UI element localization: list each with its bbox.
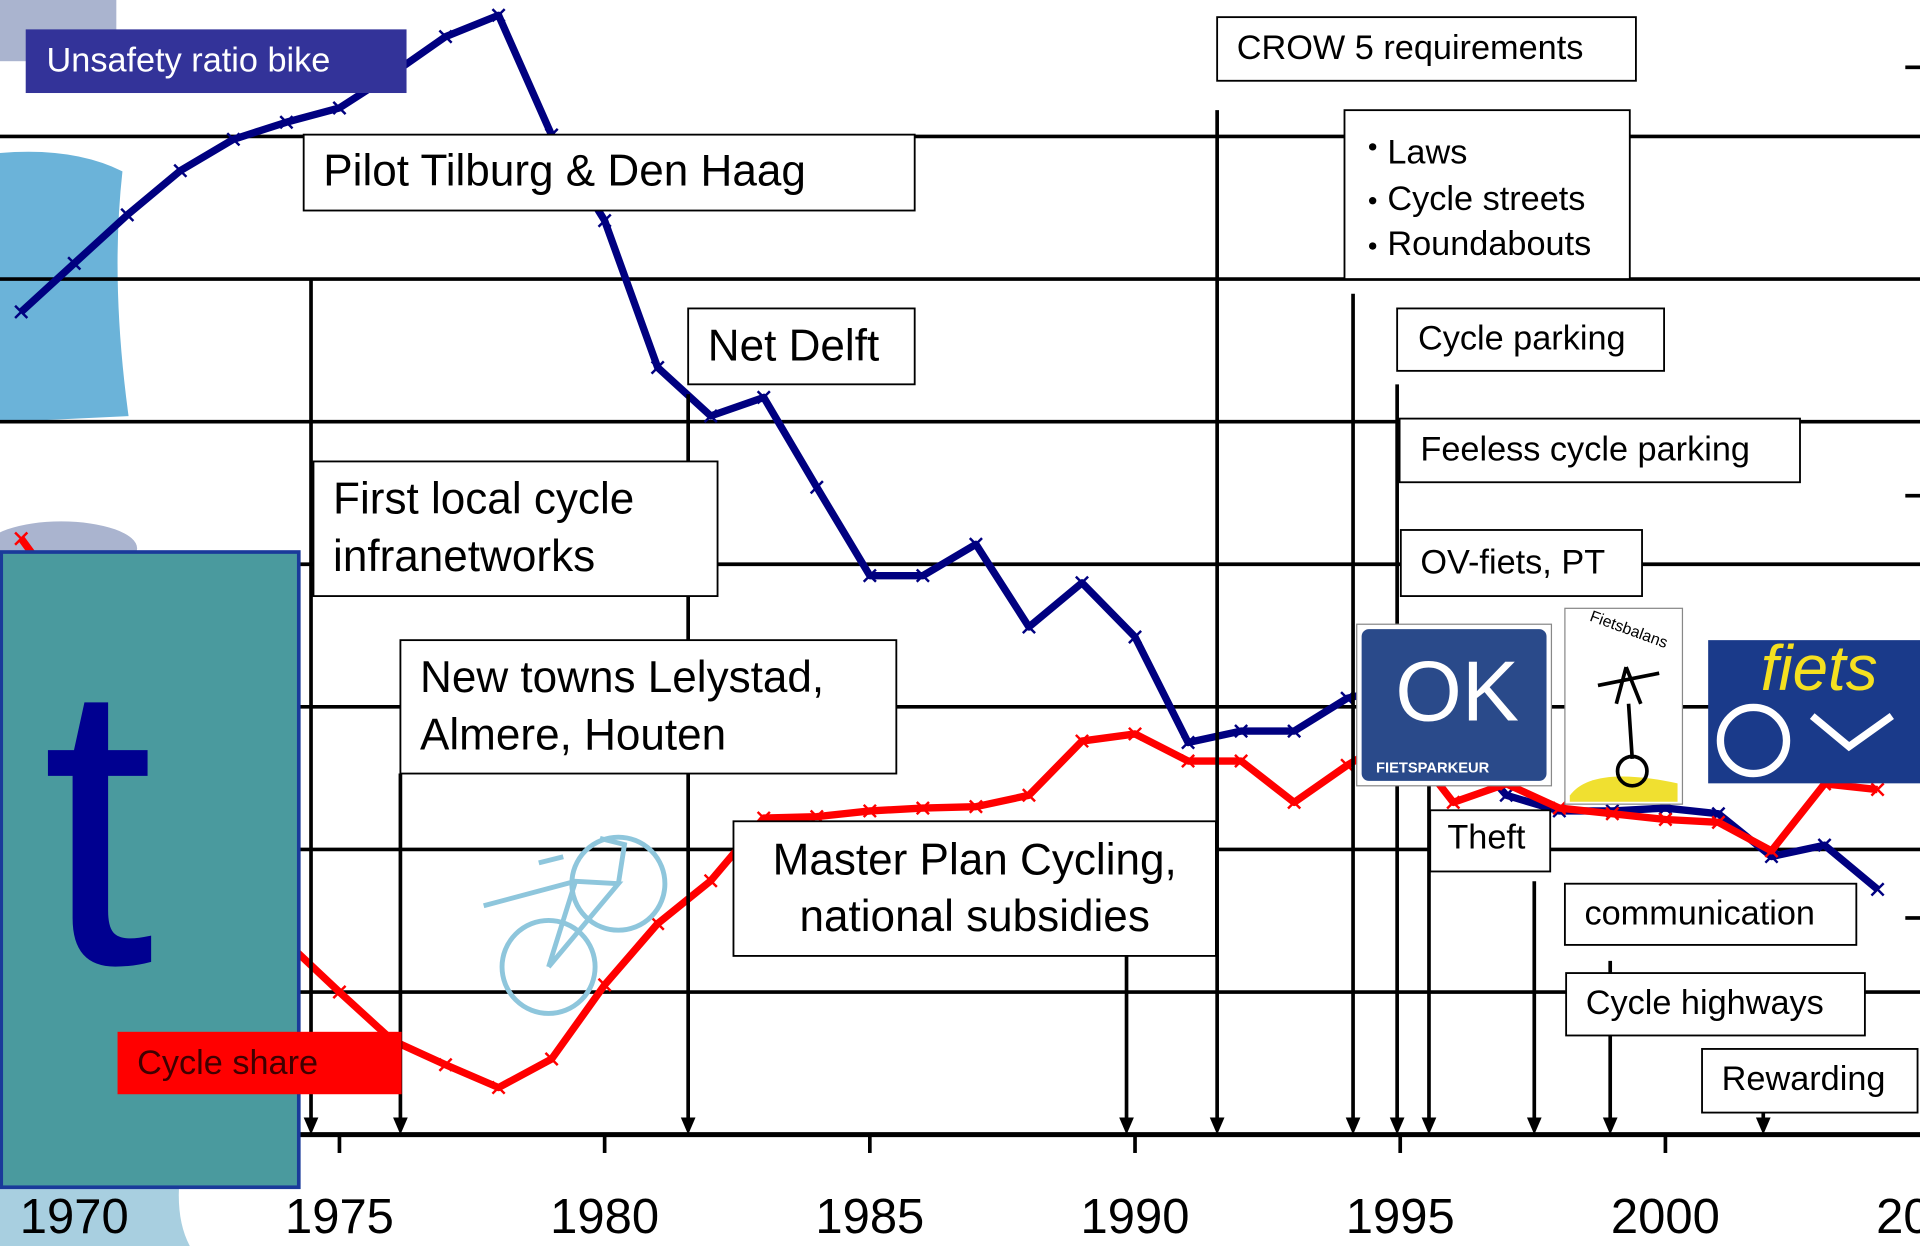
arrow-head bbox=[1603, 1117, 1618, 1134]
badge-text: t bbox=[42, 598, 156, 1050]
bullet bbox=[1369, 242, 1376, 249]
arrow-head bbox=[1119, 1117, 1134, 1134]
arrow-head bbox=[1390, 1117, 1405, 1134]
x-tick-label: 1980 bbox=[550, 1190, 659, 1244]
decor bbox=[0, 152, 129, 422]
logo-text: FIETSPARKEUR bbox=[1376, 761, 1490, 777]
annotation-text: Roundabouts bbox=[1387, 225, 1591, 263]
x-tick-label: 2005 bbox=[1876, 1190, 1920, 1244]
x-tick-label: 1975 bbox=[285, 1190, 394, 1244]
arrow-head bbox=[1210, 1117, 1225, 1134]
annotation-text: Laws bbox=[1387, 133, 1467, 171]
logo-text: fiets bbox=[1761, 633, 1878, 704]
arrow-head bbox=[393, 1117, 408, 1134]
annotation-text: Master Plan Cycling, bbox=[773, 836, 1177, 885]
annotation-text: Pilot Tilburg & Den Haag bbox=[323, 146, 806, 195]
x-tick-label: 1995 bbox=[1346, 1190, 1455, 1244]
annotation-text: Almere, Houten bbox=[420, 711, 726, 760]
annotation-text: CROW 5 requirements bbox=[1237, 29, 1584, 67]
x-tick-label: 1990 bbox=[1081, 1190, 1190, 1244]
bullet bbox=[1369, 197, 1376, 204]
arrow-head bbox=[304, 1117, 319, 1134]
annotation-text: infranetworks bbox=[333, 532, 595, 581]
annotation-text: Theft bbox=[1447, 819, 1526, 857]
annotation-text: New towns Lelystad, bbox=[420, 653, 824, 702]
bike-icon bbox=[484, 837, 665, 1013]
legend-label: Unsafety ratio bike bbox=[47, 41, 331, 79]
bullet bbox=[1369, 143, 1376, 150]
x-tick-label: 1985 bbox=[815, 1190, 924, 1244]
x-tick-label: 1970 bbox=[20, 1190, 129, 1244]
annotation-text: OV-fiets, PT bbox=[1420, 543, 1605, 581]
annotation-text: national subsidies bbox=[800, 892, 1150, 941]
chart: 1970 1975 1980 1985 1990 1995 2000 2005 CROW 5 r… bbox=[0, 0, 1920, 1246]
arrow-head bbox=[1527, 1117, 1542, 1134]
annotation-text: Rewarding bbox=[1722, 1060, 1886, 1098]
arrow-head bbox=[1756, 1117, 1771, 1134]
legend-label: Cycle share bbox=[137, 1044, 318, 1082]
annotation-text: Net Delft bbox=[708, 321, 879, 370]
annotation-text: Cycle highways bbox=[1586, 984, 1824, 1022]
annotation-text: First local cycle bbox=[333, 474, 634, 523]
arrow-head bbox=[1422, 1117, 1437, 1134]
annotation-text: Cycle streets bbox=[1387, 180, 1585, 218]
arrow-head bbox=[1346, 1117, 1361, 1134]
logo-text: OK bbox=[1395, 643, 1519, 739]
x-tick-label: 2000 bbox=[1611, 1190, 1720, 1244]
annotation-text: Feeless cycle parking bbox=[1420, 431, 1750, 469]
arrow-head bbox=[681, 1117, 696, 1134]
annotation-text: Cycle parking bbox=[1418, 319, 1626, 357]
annotation-text: communication bbox=[1584, 895, 1815, 933]
